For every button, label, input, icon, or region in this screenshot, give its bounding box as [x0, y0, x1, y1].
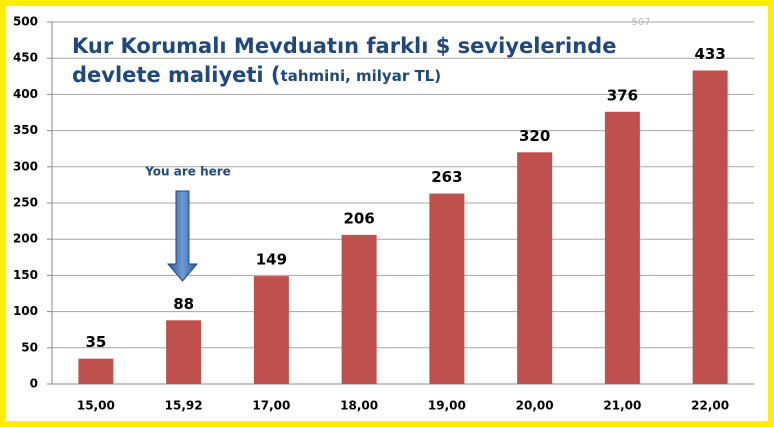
annotation: You are here [144, 165, 231, 179]
y-tick-label: 200 [13, 232, 38, 246]
y-tick-label: 100 [13, 304, 38, 318]
bar [78, 358, 114, 384]
arrow [166, 190, 199, 282]
y-tick-label: 400 [13, 87, 38, 101]
value-label: 376 [607, 86, 638, 104]
chart-title: devlete maliyeti ( [72, 63, 281, 87]
value-label: 88 [173, 295, 194, 313]
x-tick-label: 15,92 [165, 399, 203, 413]
x-tick-label: 22,00 [691, 399, 729, 413]
x-tick-label: 20,00 [516, 399, 554, 413]
x-tick-label: 19,00 [428, 399, 466, 413]
value-label: 320 [519, 127, 550, 145]
bar [517, 152, 553, 384]
y-tick-label: 50 [21, 340, 38, 354]
value-label: 206 [343, 209, 374, 227]
x-tick-label: 18,00 [340, 399, 378, 413]
bar [341, 234, 377, 384]
y-tick-label: 250 [13, 196, 38, 210]
bar [429, 193, 465, 384]
y-tick-label: 0 [30, 377, 38, 391]
y-tick-label: 350 [13, 123, 38, 137]
x-tick-label: 21,00 [603, 399, 641, 413]
chart-title: devlete maliyeti (tahmini, milyar TL) [72, 63, 441, 87]
bar [604, 111, 640, 384]
y-tick-label: 450 [13, 51, 38, 65]
x-tick-label: 15,00 [77, 399, 115, 413]
chart-title: Kur Korumalı Mevduatın farklı $ seviyele… [72, 34, 616, 58]
x-tick-label: 17,00 [252, 399, 290, 413]
annotation: 507 [631, 17, 650, 28]
value-label: 35 [85, 333, 106, 351]
value-label: 263 [431, 168, 462, 186]
y-tick-label: 300 [13, 159, 38, 173]
y-tick-label: 500 [13, 15, 38, 29]
chart-subtitle: tahmini, milyar TL) [281, 67, 442, 85]
value-label: 433 [694, 45, 725, 63]
y-tick-label: 150 [13, 268, 38, 282]
bar [166, 320, 202, 384]
bar [253, 276, 289, 384]
value-label: 149 [256, 251, 287, 269]
bar [692, 70, 728, 385]
